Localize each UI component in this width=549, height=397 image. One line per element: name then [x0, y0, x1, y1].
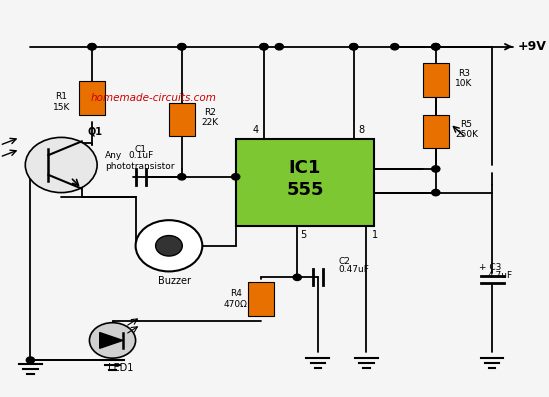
Circle shape: [390, 44, 399, 50]
Circle shape: [178, 44, 186, 50]
Text: Any
phototransistor: Any phototransistor: [105, 151, 175, 171]
Text: 1: 1: [372, 230, 378, 240]
Circle shape: [432, 189, 440, 196]
Polygon shape: [100, 333, 123, 348]
Circle shape: [26, 357, 35, 363]
Bar: [423, 64, 449, 97]
Text: Q1: Q1: [87, 127, 102, 137]
Circle shape: [178, 173, 186, 180]
Text: 3: 3: [241, 212, 247, 222]
Text: R1
15K: R1 15K: [53, 92, 70, 112]
Text: 7: 7: [363, 164, 369, 174]
Circle shape: [88, 44, 96, 50]
Bar: [423, 115, 449, 148]
Circle shape: [432, 44, 440, 50]
Text: homemade-circuits.com: homemade-circuits.com: [91, 93, 216, 103]
Text: R2
22K: R2 22K: [201, 108, 219, 127]
Text: LED1: LED1: [108, 363, 133, 373]
Text: 4.7uF: 4.7uF: [487, 271, 512, 280]
Circle shape: [155, 235, 182, 256]
Bar: [79, 81, 105, 115]
Circle shape: [432, 44, 440, 50]
Text: R3
10K: R3 10K: [455, 69, 473, 88]
Circle shape: [232, 173, 240, 180]
Text: + C3: + C3: [479, 263, 502, 272]
Circle shape: [178, 44, 186, 50]
Circle shape: [89, 323, 136, 358]
Text: R5
250K: R5 250K: [455, 120, 478, 139]
Text: C1: C1: [135, 145, 147, 154]
Circle shape: [350, 44, 358, 50]
Text: 6: 6: [363, 188, 369, 198]
Text: 0.47uF: 0.47uF: [338, 265, 369, 274]
Circle shape: [260, 44, 268, 50]
Circle shape: [25, 137, 97, 193]
Text: 4: 4: [253, 125, 259, 135]
Bar: [169, 103, 194, 137]
Text: R4
470Ω: R4 470Ω: [224, 289, 248, 309]
Text: Buzzer: Buzzer: [158, 276, 191, 286]
Text: 2: 2: [241, 172, 247, 182]
Circle shape: [350, 44, 358, 50]
Text: C2: C2: [338, 257, 350, 266]
Bar: [249, 282, 274, 316]
Circle shape: [432, 166, 440, 172]
Circle shape: [275, 44, 283, 50]
Circle shape: [432, 44, 440, 50]
Text: 5: 5: [300, 230, 306, 240]
Text: 8: 8: [359, 125, 365, 135]
Circle shape: [88, 44, 96, 50]
Bar: [236, 139, 374, 226]
Circle shape: [136, 220, 203, 272]
Circle shape: [293, 274, 301, 281]
Text: 0.1uF: 0.1uF: [128, 150, 153, 160]
Circle shape: [260, 44, 268, 50]
Text: IC1
555: IC1 555: [286, 159, 324, 199]
Text: +9V: +9V: [518, 40, 547, 53]
